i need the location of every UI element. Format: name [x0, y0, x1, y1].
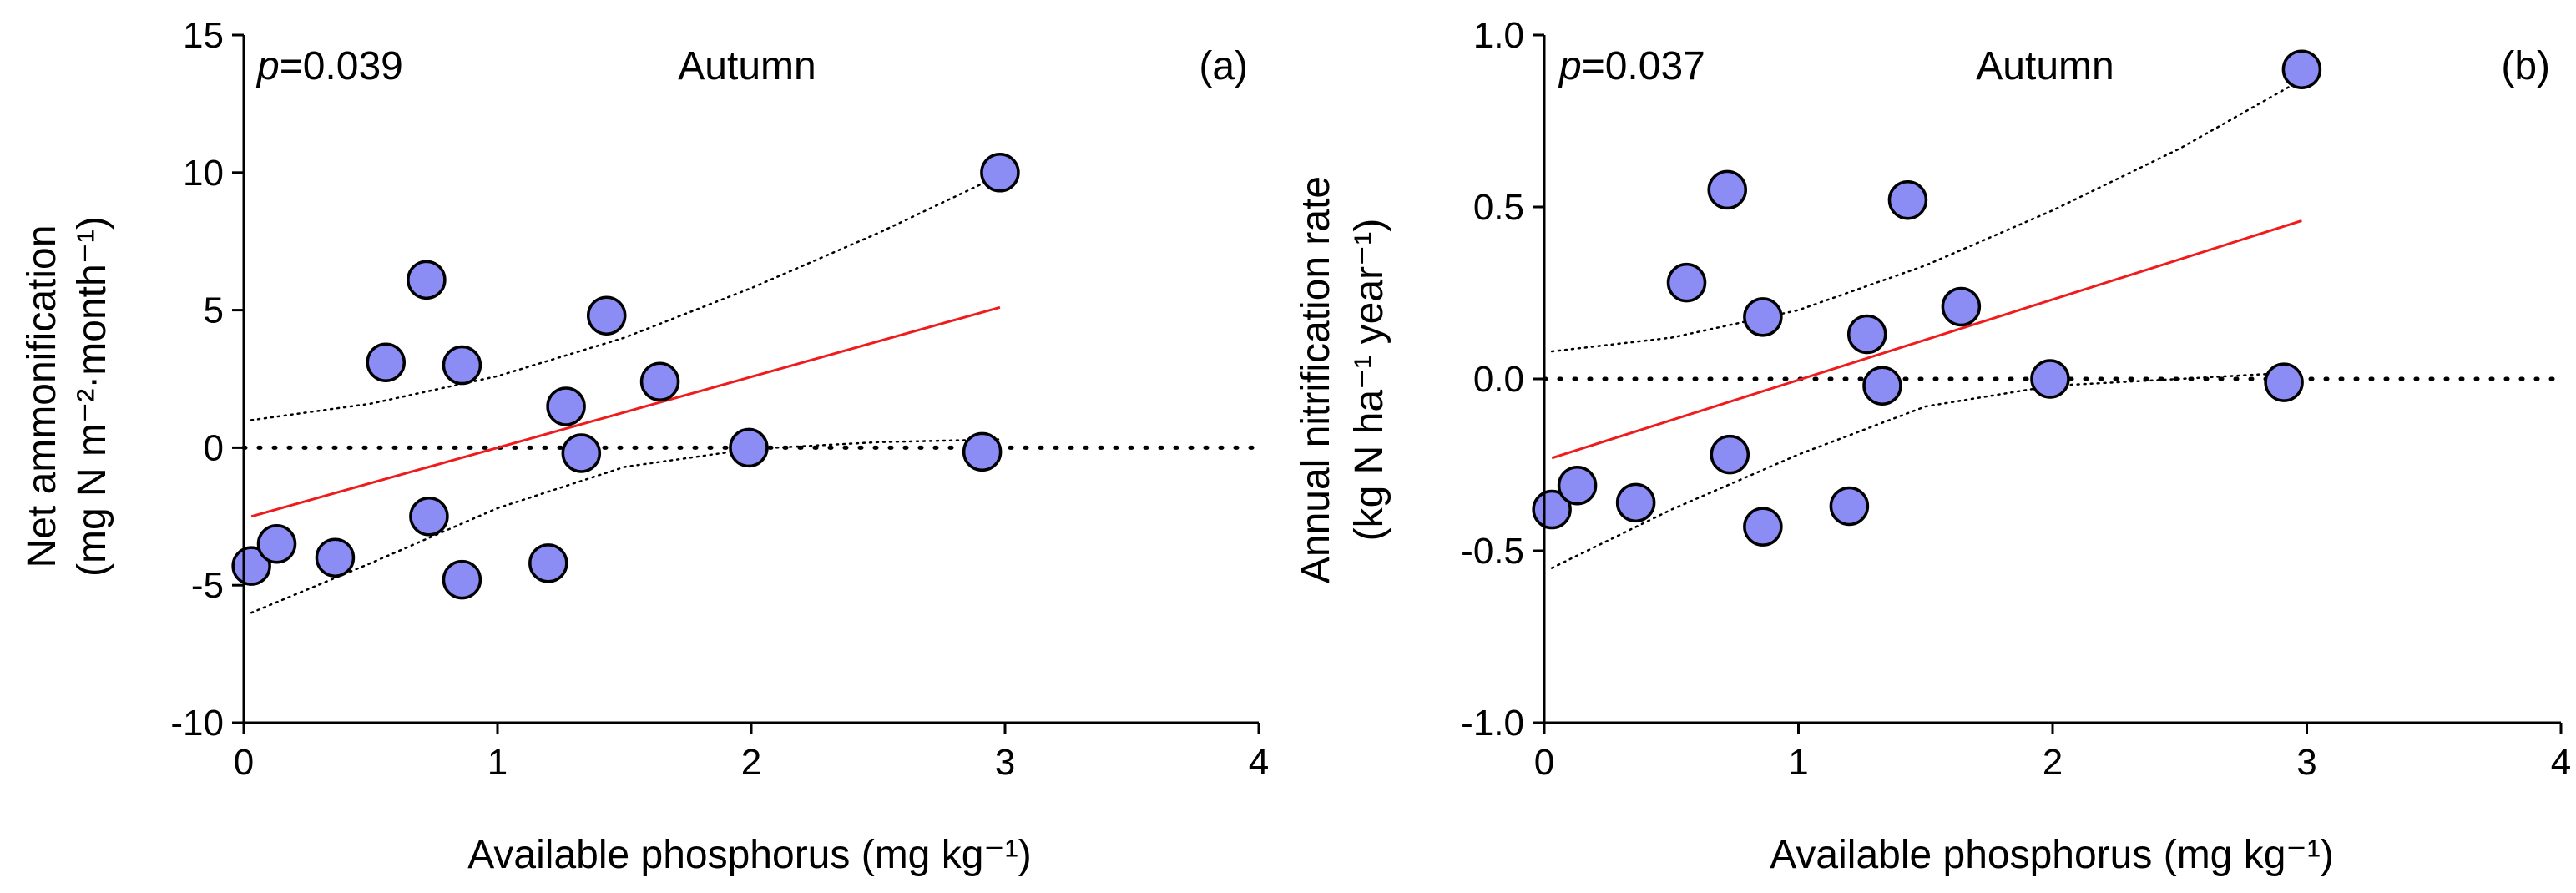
p-symbol: p: [255, 44, 280, 88]
data-point: [561, 433, 602, 473]
y-axis-title-line2: (kg N ha⁻¹ year⁻¹): [1347, 219, 1392, 542]
x-tick-label: 2: [2043, 742, 2063, 783]
regression-line: [1551, 219, 2302, 460]
data-point: [1666, 262, 1707, 303]
data-point: [366, 342, 406, 382]
data-point: [2030, 359, 2070, 399]
data-point: [2264, 362, 2304, 402]
data-point: [528, 543, 568, 583]
p-value: =0.037: [1582, 44, 1705, 88]
data-point: [962, 431, 1003, 472]
x-tick-label: 4: [1249, 742, 1269, 783]
data-point: [1707, 169, 1747, 210]
season-label: Autumn: [1976, 44, 2114, 88]
x-tick-label: 4: [2551, 742, 2571, 783]
data-point: [1829, 486, 1870, 527]
data-point: [315, 537, 356, 578]
ci-lower-line: [1550, 371, 2303, 569]
x-tick-label: 2: [741, 742, 761, 783]
y-tick-label: 1.0: [1473, 15, 1524, 56]
data-point: [639, 361, 680, 402]
ci-upper-line: [250, 174, 1002, 421]
data-point: [409, 497, 449, 537]
data-point: [729, 427, 769, 468]
data-point: [442, 559, 482, 600]
data-point: [1941, 286, 1982, 327]
data-point: [1710, 434, 1750, 475]
data-point: [1887, 180, 1928, 220]
y-tick-label: -10: [170, 703, 224, 744]
data-point: [1615, 482, 1656, 523]
panel-label: (a): [1199, 44, 1248, 88]
x-tick-label: 3: [995, 742, 1015, 783]
panel-a: 0 1 2 3 4 -10 -5 0 5 10 15 p=0.039 Autumn (a) Net …: [20, 15, 1269, 877]
data-point: [256, 524, 297, 564]
x-axis-title: Available phosphorus (mg kg⁻¹): [467, 833, 1031, 877]
y-tick-label: 0.0: [1473, 359, 1524, 400]
y-tick-label: 10: [183, 153, 224, 194]
ci-lower-line: [250, 438, 1002, 614]
y-axis-title-line2: (mg N m⁻²·month⁻¹): [70, 216, 114, 577]
data-point: [586, 295, 627, 336]
x-tick-label: 0: [1534, 742, 1554, 783]
regression-line: [250, 305, 1001, 518]
y-tick-label: -0.5: [1461, 531, 1524, 572]
data-point: [2281, 49, 2322, 89]
p-symbol: p: [1558, 44, 1582, 88]
y-axis-title-line1: Annual nitrification rate: [1294, 176, 1338, 583]
y-tick-label: 0: [204, 427, 224, 468]
panel-b: 0 1 2 3 4 -1.0 -0.5 0.0 0.5 1.0 p=0.037 Autumn (b…: [1294, 15, 2571, 877]
x-tick-label: 1: [1788, 742, 1808, 783]
data-point: [407, 260, 447, 300]
x-tick-label: 1: [487, 742, 508, 783]
data-point: [1557, 465, 1598, 506]
x-tick-label: 0: [234, 742, 254, 783]
y-axis-title-line1: Net ammonification: [20, 225, 64, 568]
data-point: [1743, 507, 1783, 547]
y-tick-label: 15: [183, 15, 224, 56]
data-point: [231, 546, 271, 586]
p-value-label: p=0.039: [255, 44, 403, 88]
x-tick-label: 3: [2296, 742, 2316, 783]
data-point: [1846, 314, 1887, 355]
p-value-label: p=0.037: [1558, 44, 1705, 88]
p-value: =0.039: [280, 44, 403, 88]
data-point: [980, 153, 1020, 193]
y-tick-label: 0.5: [1473, 187, 1524, 228]
y-tick-label: 5: [204, 290, 224, 331]
y-tick-label: -5: [191, 565, 224, 606]
data-point: [442, 345, 482, 386]
ci-upper-line: [1550, 78, 2303, 353]
data-point: [1743, 297, 1783, 337]
panel-label: (b): [2501, 44, 2550, 88]
y-tick-label: -1.0: [1461, 703, 1524, 744]
data-point: [546, 386, 586, 426]
x-axis-title: Available phosphorus (mg kg⁻¹): [1770, 833, 2333, 877]
data-point: [1862, 366, 1902, 406]
data-point: [1532, 489, 1572, 530]
season-label: Autumn: [678, 44, 816, 88]
